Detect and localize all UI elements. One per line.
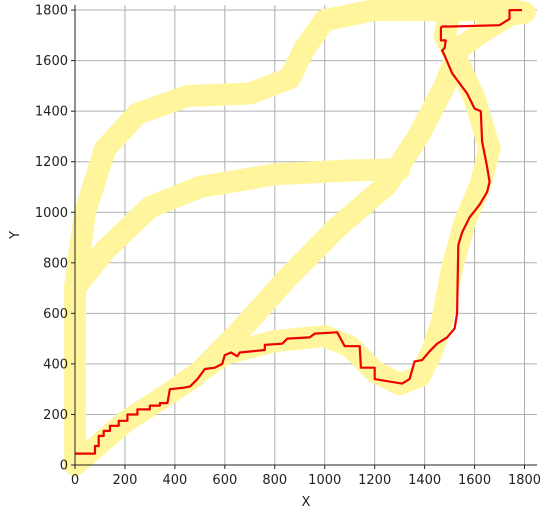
x-tick-label: 1200 [358,473,391,488]
x-tick-label: 200 [113,473,138,488]
y-tick-label: 1600 [35,54,68,69]
track-inner-loop-band [64,158,411,300]
x-tick-label: 1400 [408,473,441,488]
track-outer-loop-band [64,0,536,476]
y-tick-label: 400 [43,357,68,372]
ticks: 0 200 400 600 800 1000 1200 1400 1600 1800 0 200 400… [35,4,541,488]
y-tick-label: 0 [60,459,68,474]
x-tick-label: 0 [71,473,79,488]
y-tick-label: 1200 [35,155,68,170]
y-tick-label: 600 [43,307,68,322]
y-tick-label: 1800 [35,4,68,19]
x-tick-label: 1000 [308,473,341,488]
x-tick-label: 1800 [508,473,541,488]
y-tick-label: 1400 [35,105,68,120]
axes [74,5,537,466]
x-tick-label: 600 [212,473,237,488]
x-axis-label: X [302,495,311,510]
x-tick-label: 800 [262,473,287,488]
y-tick-label: 200 [43,408,68,423]
x-tick-label: 1600 [458,473,491,488]
path-series [75,9,522,455]
red-path-line [75,9,522,455]
y-tick-label: 800 [43,256,68,271]
track-band [64,0,536,476]
track-bottom-loop-band [163,4,501,401]
y-tick-label: 1000 [35,206,68,221]
y-axis-label: Y [8,231,23,240]
x-tick-label: 400 [162,473,187,488]
